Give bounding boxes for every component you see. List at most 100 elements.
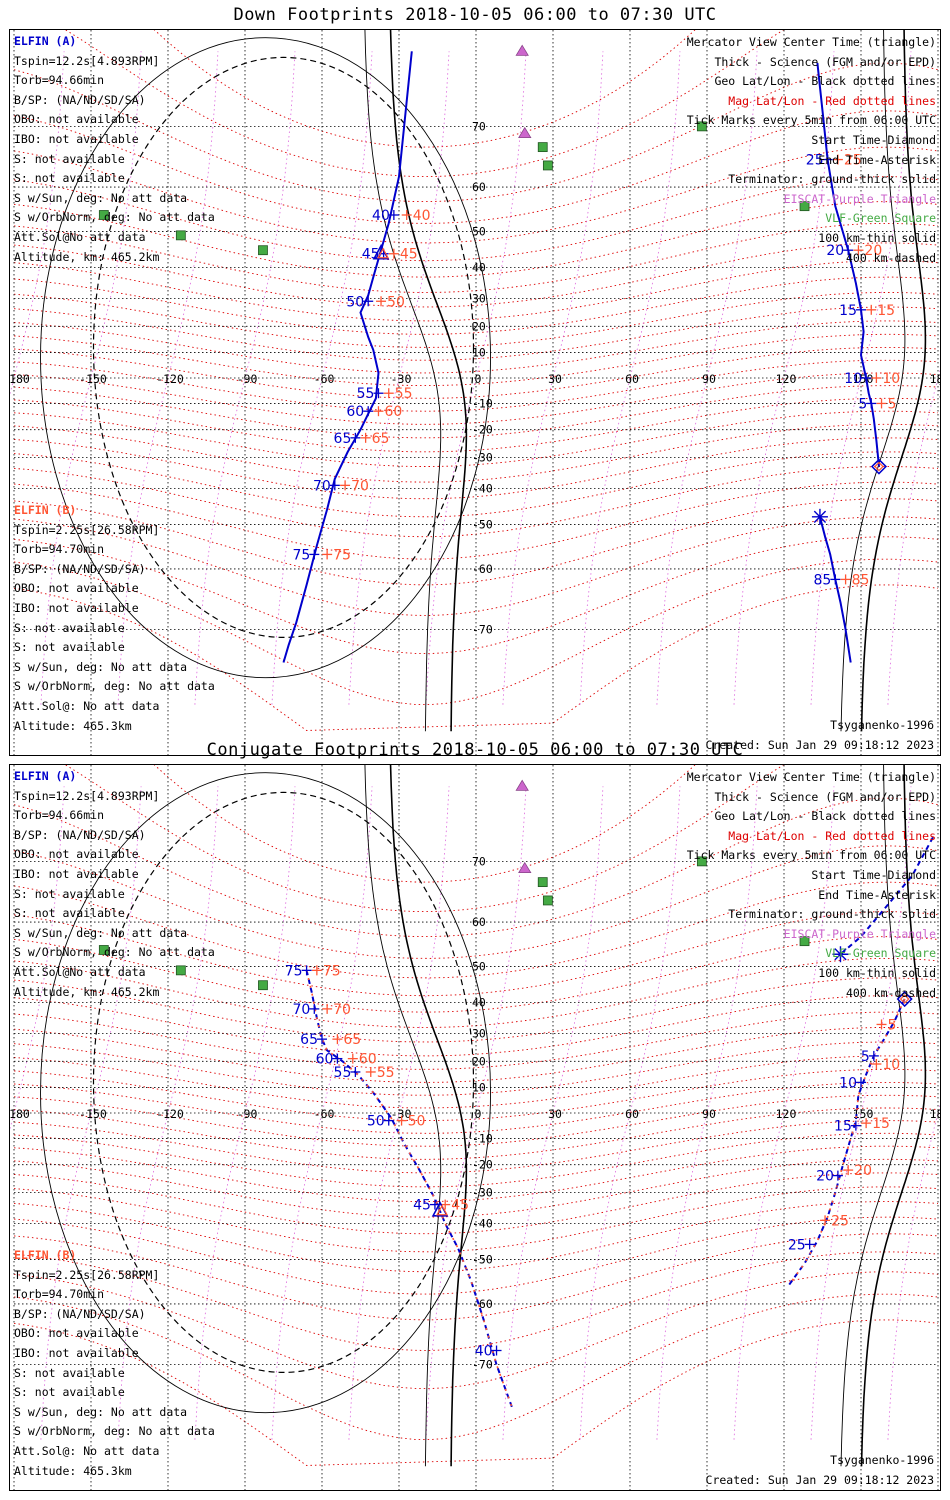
mag-latitude-line <box>13 260 939 322</box>
vlf-marker <box>537 877 548 888</box>
elfin-b-tick-label: 75 <box>333 547 351 563</box>
lon-tick-label: 90 <box>702 372 716 386</box>
elfin-b-info-line: B/SP: (NA/ND/SD/SA) <box>14 1306 146 1321</box>
lon-tick-label: -90 <box>237 1107 258 1121</box>
elfin-a-tick-label: 75 <box>285 963 303 979</box>
elfin-a-info-line: Tspin=12.2s[4.893RPM] <box>14 53 160 68</box>
elfin-b-info-line: S w/Sun, deg: No att data <box>14 659 188 674</box>
elfin-b-info-line: Torb=94.70min <box>14 542 105 557</box>
elfin-a-track <box>282 51 413 663</box>
legend-entry: Thick - Science (FGM and/or EPD) <box>714 54 936 69</box>
elfin-a-header: ELFIN (A) <box>14 34 77 48</box>
elfin-b-header: ELFIN (B) <box>14 1248 77 1262</box>
lon-tick-label: -60 <box>314 372 335 386</box>
elfin-a-track <box>305 970 513 1408</box>
legend-entry: Terminator: ground-thick solid <box>728 907 936 922</box>
elfin-b-info-line: S: not available <box>14 1365 125 1380</box>
start-diamond <box>870 458 888 475</box>
lat-tick-label: -30 <box>472 451 493 465</box>
elfin-a-info-line: S w/OrbNorm, deg: No att data <box>14 945 215 960</box>
elfin-a-header: ELFIN (A) <box>14 769 77 783</box>
terminator-ground <box>389 765 468 1467</box>
lon-tick-label: -30 <box>391 372 412 386</box>
legend-entry: Thick - Science (FGM and/or EPD) <box>714 789 936 804</box>
elfin-a-info-line: OBO: not available <box>14 847 139 862</box>
geo-grid <box>13 30 939 755</box>
legend-entry: Mercator View Center Time (triangle) <box>686 770 936 784</box>
elfin-b-info-line: IBO: not available <box>14 1345 139 1360</box>
vlf-marker <box>258 245 268 256</box>
lat-tick-label: -40 <box>472 482 493 496</box>
legend-entry: 400 km-dashed <box>845 985 936 1000</box>
elfin-b-tick-label: 70 <box>351 478 369 494</box>
elfin-b-tick-label: 55 <box>377 1065 395 1081</box>
start-diamond <box>896 990 913 1008</box>
elfin-a-tick-label: 60 <box>316 1052 334 1068</box>
legend-entry: Geo Lat/Lon - Black dotted lines <box>714 74 936 89</box>
elfin-a-info-line: S: not available <box>14 151 125 166</box>
elfin-b-tick-label: 15 <box>877 303 895 319</box>
end-asterisk <box>813 510 827 523</box>
mag-latitude-line <box>64 30 785 178</box>
elfin-b-tick-label: 5 <box>888 1017 897 1033</box>
elfin-b-tick-label: 25 <box>844 153 862 169</box>
lon-tick-label: 60 <box>625 1107 639 1121</box>
lon-tick-label: -60 <box>314 1107 335 1121</box>
footer: Tsyganenko-1996 Created: Sun Jan 29 09:1… <box>706 1451 934 1490</box>
vlf-marker <box>258 980 268 991</box>
legend-entry: Mag Lat/Lon - Red dotted lines <box>728 93 936 108</box>
elfin-a-tick-label: 65 <box>334 431 352 447</box>
conjugate-footprints-chart: -180 -150 -120 -90 -60 -30 0 30 60 90 120 150 180 -70… <box>9 764 941 1491</box>
elfin-a-tick-label: 40 <box>372 208 390 224</box>
elfin-a-tick-label: 70 <box>292 1002 310 1018</box>
lat-tick-label: 30 <box>472 1026 486 1040</box>
elfin-a-tick-label: 50 <box>346 294 364 310</box>
eiscat-marker <box>515 44 529 56</box>
lat-tick-label: -30 <box>472 1186 493 1200</box>
legend-entry: Tick Marks every 5min from 06:00 UTC <box>686 113 936 128</box>
lat-tick-label: 10 <box>472 1081 486 1095</box>
lon-tick-label: -150 <box>79 1107 107 1121</box>
elfin-a-tick-label: 60 <box>346 404 364 420</box>
elfin-a-info: ELFIN (A) Tspin=12.2s[4.893RPM] Torb=94.6… <box>14 32 215 267</box>
lon-tick-label: 180 <box>930 1107 941 1121</box>
elfin-a-tick-label: 85 <box>814 572 832 588</box>
lon-tick-label: 120 <box>776 1107 797 1121</box>
vlf-marker <box>537 142 548 153</box>
elfin-b-header: ELFIN (B) <box>14 503 77 517</box>
visibility-oval-100km <box>40 772 491 1414</box>
elfin-a-track <box>816 62 880 467</box>
model-name: Tsyganenko-1996 <box>830 1453 934 1467</box>
footer: Tsyganenko-1996 Created: Sun Jan 29 09:1… <box>706 716 934 755</box>
elfin-b-info-line: OBO: not available <box>14 1326 139 1341</box>
elfin-a-info-line: Tspin=12.2s[4.893RPM] <box>14 788 160 803</box>
eiscat-marker <box>515 779 529 791</box>
elfin-b-info-line: Att.Sol@: No att data <box>14 698 160 713</box>
elfin-b-info-line: S w/OrbNorm, deg: No att data <box>14 679 215 694</box>
elfin-a-tick-label: 55 <box>334 1065 352 1081</box>
elfin-a-tick-label: 45 <box>413 1198 431 1214</box>
elfin-a-tick-label: 10 <box>839 1075 857 1091</box>
mag-latitude-line <box>13 881 939 979</box>
terminator-100km <box>364 30 442 732</box>
elfin-b-info-line: Tspin=2.25s[26.58RPM] <box>14 522 160 537</box>
elfin-b-tick-label: 45 <box>451 1198 469 1214</box>
elfin-a-tick-label: 5 <box>858 396 867 412</box>
geo-grid <box>13 765 939 1490</box>
conjugate-footprints-plot: -180 -150 -120 -90 -60 -30 0 30 60 90 120 150 180 -70… <box>10 765 941 1490</box>
top-chart-title: Down Footprints 2018-10-05 06:00 to 07:3… <box>233 5 717 25</box>
vlf-marker <box>799 201 810 212</box>
mag-latitude-line <box>13 437 939 500</box>
elfin-a-info-line: B/SP: (NA/ND/SD/SA) <box>14 92 146 107</box>
legend-entry: Start Time-Diamond <box>811 132 936 147</box>
terminator-100km <box>840 30 906 732</box>
mag-latitude-line <box>13 176 939 262</box>
mag-latitude-line <box>64 765 785 913</box>
elfin-b-tick-label: 20 <box>864 243 882 259</box>
mag-latitude-line <box>13 911 939 997</box>
eiscat-marker <box>518 126 532 138</box>
elfin-a-tick-label: 5 <box>861 1049 870 1065</box>
lon-tick-label: 90 <box>702 1107 716 1121</box>
terminator-ground <box>389 30 468 732</box>
legend-entry: End Time-Asterisk <box>818 152 936 167</box>
